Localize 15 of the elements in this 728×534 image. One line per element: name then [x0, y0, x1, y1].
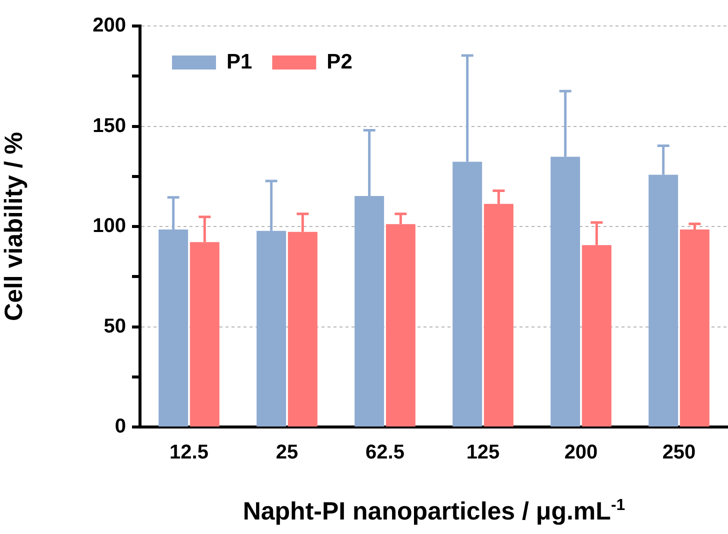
y-tick-label: 100: [92, 215, 126, 238]
legend-label: P1: [226, 50, 253, 74]
y-tick-label: 50: [104, 315, 126, 338]
x-tick-label: 200: [564, 442, 598, 464]
y-axis-title: Cell viability / %: [0, 132, 28, 321]
y-tick-label: 150: [92, 114, 126, 137]
x-tick-label: 62.5: [366, 442, 404, 464]
x-tick-label: 12.5: [170, 442, 208, 464]
x-tick-label: 25: [276, 442, 298, 464]
x-tick-label: 250: [662, 442, 696, 464]
legend-label: P2: [326, 50, 352, 74]
y-tick-label: 200: [92, 14, 126, 37]
x-axis-title: Napht-PI nanoparticles / μg.mL$^{-1}$: [242, 497, 626, 526]
y-tick-label: 0: [114, 416, 126, 438]
x-tick-label: 125: [466, 442, 500, 464]
